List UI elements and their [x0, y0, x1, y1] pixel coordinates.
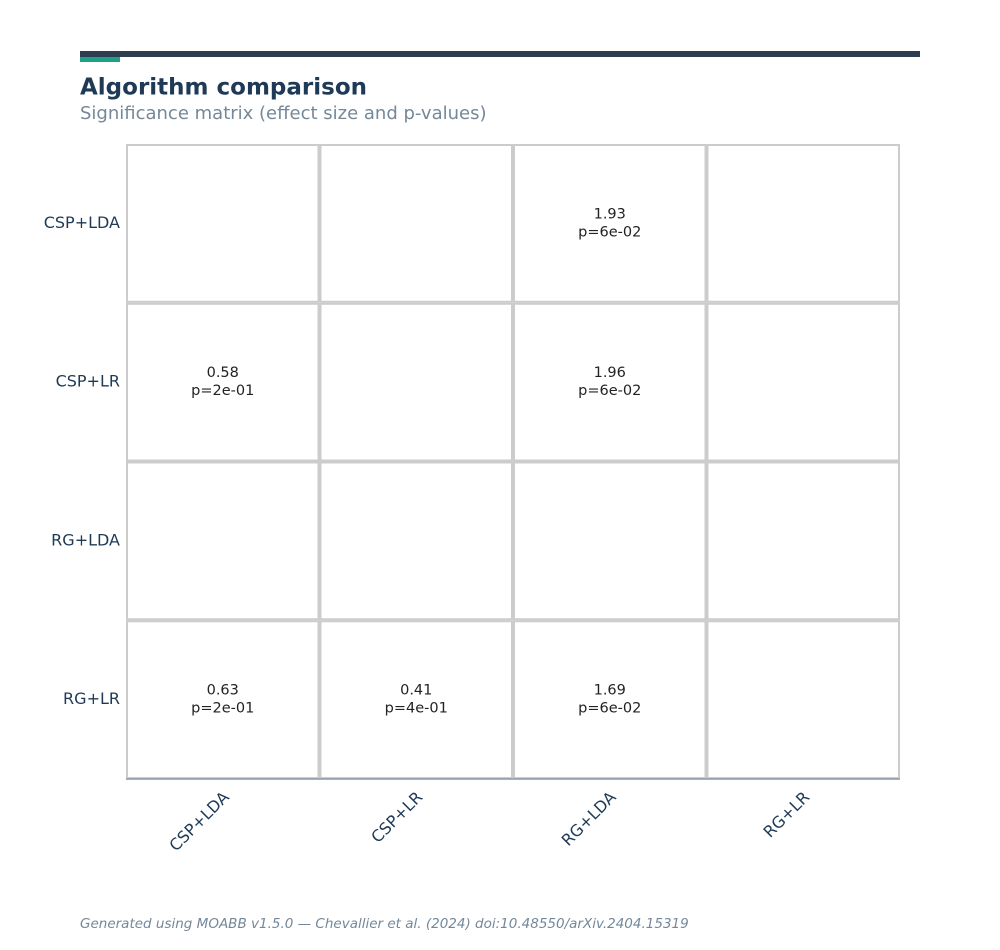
cell-p-value: p=6e-02	[578, 701, 641, 717]
cell	[319, 461, 513, 621]
chart-subtitle: Significance matrix (effect size and p-v…	[80, 103, 487, 124]
cell-value: 0.58	[207, 365, 239, 381]
x-tick-label: CSP+LDA	[165, 788, 232, 855]
chart-title: Algorithm comparison	[80, 75, 367, 101]
cell-p-value: p=2e-01	[191, 701, 254, 717]
cell	[319, 302, 513, 462]
cell-value: 1.69	[594, 683, 626, 699]
x-tick-label: CSP+LR	[367, 788, 426, 847]
cell	[513, 144, 707, 303]
cell	[319, 144, 513, 303]
cell-value: 1.93	[594, 206, 626, 222]
cell	[706, 620, 900, 779]
cell-p-value: p=4e-01	[385, 701, 448, 717]
cell	[126, 620, 320, 779]
cell-p-value: p=6e-02	[578, 383, 641, 399]
cell	[706, 461, 900, 621]
header-accent	[80, 57, 120, 62]
y-tick-label: RG+LDA	[51, 530, 120, 549]
cell	[126, 461, 320, 621]
cell	[513, 302, 707, 462]
x-tick-label: RG+LR	[760, 788, 814, 842]
cell	[319, 620, 513, 779]
cell	[513, 620, 707, 779]
cell	[126, 302, 320, 462]
cell	[126, 144, 320, 303]
cell-value: 0.63	[207, 683, 239, 699]
cell-value: 1.96	[594, 365, 626, 381]
y-tick-label: CSP+LR	[56, 372, 120, 391]
y-tick-label: CSP+LDA	[44, 213, 120, 232]
cell-p-value: p=2e-01	[191, 383, 254, 399]
x-tick-label: RG+LDA	[558, 788, 620, 850]
y-tick-label: RG+LR	[63, 689, 120, 708]
footer: Generated using MOABB v1.5.0 — Chevallie…	[80, 916, 689, 932]
cell-p-value: p=6e-02	[578, 224, 641, 240]
cell	[706, 144, 900, 303]
cell-value: 0.41	[400, 683, 432, 699]
cell	[513, 461, 707, 621]
header-bar	[80, 51, 920, 57]
cell	[706, 302, 900, 462]
